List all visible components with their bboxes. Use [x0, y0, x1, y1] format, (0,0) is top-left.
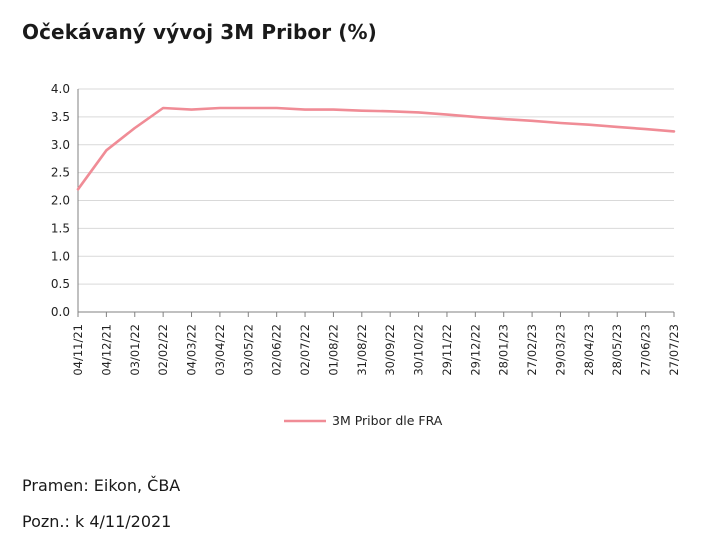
line-chart: 0.00.51.01.52.02.53.03.54.0 04/11/21 04/1… [51, 82, 681, 428]
x-tick-label: 27/07/23 [667, 324, 681, 376]
y-tick-label: 2.0 [51, 194, 70, 208]
x-tick-label: 27/02/23 [525, 324, 539, 376]
x-tick-label: 03/01/22 [128, 324, 142, 376]
y-tick-labels: 0.0 0.5 1.0 1.5 2.0 2.5 3.0 3.5 4.0 [51, 82, 70, 319]
x-tick-label: 30/10/22 [412, 324, 426, 376]
series-line [76, 106, 676, 191]
x-tick-label: 30/09/22 [383, 324, 397, 376]
source-note: Pramen: Eikon, ČBA [22, 476, 181, 495]
x-tick-label: 02/07/22 [298, 324, 312, 376]
x-tick-label: 02/06/22 [270, 324, 284, 376]
axes [77, 89, 675, 317]
date-note: Pozn.: k 4/11/2021 [22, 512, 172, 531]
x-tick-label: 29/11/22 [440, 324, 454, 376]
x-tick-label: 28/04/23 [582, 324, 596, 376]
y-tick-label: 1.0 [51, 249, 70, 263]
y-tick-label: 3.5 [51, 110, 70, 124]
x-tick-label: 31/08/22 [355, 324, 369, 376]
y-tick-label: 1.5 [51, 221, 70, 235]
x-tick-label: 04/12/21 [99, 324, 113, 376]
x-tick-label: 04/11/21 [71, 324, 85, 376]
y-tick-label: 0.0 [51, 305, 70, 319]
legend: 3M Pribor dle FRA [284, 413, 443, 428]
x-tick-label: 04/03/22 [185, 324, 199, 376]
x-tick-label: 03/05/22 [241, 324, 255, 376]
x-tick-label: 27/06/23 [639, 324, 653, 376]
grid-lines [78, 88, 674, 285]
y-tick-label: 4.0 [51, 82, 70, 96]
x-tick-label: 29/03/23 [553, 324, 567, 376]
x-tick-label: 29/12/22 [468, 324, 482, 376]
x-tick-label: 02/02/22 [156, 324, 170, 376]
x-tick-label: 28/01/23 [497, 324, 511, 376]
x-tick-label: 01/08/22 [326, 324, 340, 376]
y-tick-label: 0.5 [51, 277, 70, 291]
legend-label: 3M Pribor dle FRA [332, 413, 443, 428]
series-group [76, 106, 676, 191]
y-tick-label: 2.5 [51, 166, 70, 180]
y-tick-label: 3.0 [51, 138, 70, 152]
x-tick-label: 28/05/23 [610, 324, 624, 376]
x-tick-labels: 04/11/21 04/12/21 03/01/22 02/02/22 04/03/22… [71, 324, 681, 376]
chart-title: Očekávaný vývoj 3M Pribor (%) [22, 20, 377, 44]
x-tick-label: 03/04/22 [213, 324, 227, 376]
